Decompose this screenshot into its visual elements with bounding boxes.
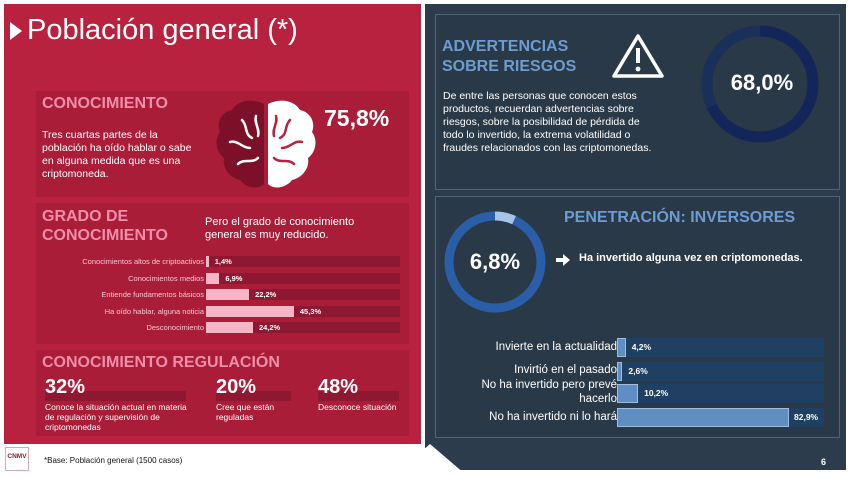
regulacion-value: 32%: [45, 376, 86, 398]
regulacion-value: 20%: [216, 376, 257, 398]
grado-bar-value: 6,9%: [225, 273, 243, 283]
regulacion-heading: CONOCIMIENTO REGULACIÓN: [42, 354, 280, 371]
grado-bar-value: 45,3%: [299, 306, 322, 316]
penetracion-donut: [444, 211, 546, 313]
inversores-bar: [617, 338, 626, 357]
grado-heading: GRADO DE CONOCIMIENTO: [42, 207, 168, 245]
inversores-bar-value: 4,2%: [631, 342, 652, 352]
penetracion-heading: PENETRACIÓN: INVERSORES: [564, 209, 796, 226]
inversores-bar-value: 82,9%: [794, 412, 819, 422]
grado-bar: [206, 305, 294, 317]
inversores-bar: [617, 408, 789, 427]
advertencias-heading: ADVERTENCIAS SOBRE RIESGOS: [442, 37, 576, 77]
regulacion-bar: [318, 391, 399, 401]
brain-icon: [212, 96, 322, 192]
penetracion-caption: Ha invertido alguna vez en criptomonedas…: [579, 252, 803, 264]
grado-bar-track: 22,2%: [206, 289, 400, 300]
grado-bar: [206, 289, 250, 300]
advertencias-donut: [701, 25, 819, 143]
advertencias-heading-line2: SOBRE RIESGOS: [442, 58, 577, 75]
grado-heading-line2: CONOCIMIENTO: [42, 227, 168, 244]
inversores-bar-track: 4,2%: [617, 338, 824, 357]
donut-arc: [701, 25, 819, 143]
regulacion-text: Conoce la situación actual en materia de…: [45, 402, 187, 432]
base-note: *Base: Población general (1500 casos): [44, 456, 183, 465]
inversores-bar-track: 2,6%: [617, 362, 824, 381]
grado-bar-track: 24,2%: [206, 322, 400, 333]
grado-bar: [206, 256, 209, 267]
grado-bar-label: Desconocimiento: [146, 323, 204, 332]
grado-bar-value: 24,2%: [258, 323, 281, 332]
footer-bar: [4, 444, 425, 474]
regulacion-text: Cree que están reguladas: [216, 402, 275, 422]
inversores-bar-track: 10,2%: [617, 384, 824, 403]
inversores-bar-label: No ha invertido ni lo hará: [489, 411, 617, 423]
inversores-bar: [617, 362, 623, 381]
inversores-bar-value: 10,2%: [644, 388, 669, 398]
warning-icon: [610, 32, 666, 80]
advertencias-heading-line1: ADVERTENCIAS: [442, 38, 569, 55]
grado-bar-track: 6,9%: [206, 272, 400, 284]
regulacion-bar: [216, 391, 291, 401]
grado-bar: [206, 322, 253, 333]
regulacion-bar: [45, 391, 186, 401]
conocimiento-value: 75,8%: [324, 105, 390, 131]
page-title: Población general (*): [27, 14, 298, 46]
arrow-right-icon: [556, 253, 570, 271]
advertencias-text: De entre las personas que conocen estos …: [443, 90, 652, 154]
footer-notch: [395, 444, 465, 474]
inversores-bar-track: 82,9%: [617, 408, 824, 427]
conocimiento-text: Tres cuartas partes de la población ha o…: [42, 129, 192, 180]
grado-heading-line1: GRADO DE: [42, 208, 129, 225]
inversores-bar-value: 2,6%: [628, 366, 648, 376]
regulacion-text: Desconoce situación: [318, 402, 397, 412]
page-number: 6: [821, 457, 827, 467]
inversores-bar-label: Invierte en la actualidad: [495, 341, 617, 353]
grado-bar-value: 1,4%: [214, 257, 232, 266]
advertencias-panel: [435, 14, 840, 190]
cnmv-logo: CNMV: [5, 447, 29, 471]
regulacion-value: 48%: [318, 376, 359, 398]
grado-bar-track: 1,4%: [206, 256, 400, 267]
donut-arc: [444, 211, 546, 313]
play-icon: [10, 22, 22, 40]
grado-bar-track: 45,3%: [206, 305, 400, 317]
grado-bar-label: Entiende fundamentos básicos: [101, 290, 204, 299]
inversores-bar: [617, 384, 639, 403]
inversores-bar-label: Invirtió en el pasado: [514, 364, 617, 376]
grado-bar-label: Conocimientos medios: [128, 273, 204, 283]
grado-bar-label: Conocimientos altos de criptoactivos: [82, 257, 204, 266]
penetracion-value: 6,8%: [469, 249, 521, 274]
logo-text: CNMV: [7, 453, 27, 460]
grado-bar-value: 22,2%: [255, 290, 277, 299]
grado-bar: [206, 272, 220, 284]
conocimiento-heading: CONOCIMIENTO: [42, 95, 168, 112]
grado-bar-label: Ha oído hablar, alguna noticia: [104, 306, 204, 316]
advertencias-value: 68,0%: [730, 70, 794, 95]
inversores-bar-label: No ha invertido pero prevé hacerlo: [481, 379, 617, 405]
grado-text: Pero el grado de conocimiento general es…: [205, 216, 355, 241]
